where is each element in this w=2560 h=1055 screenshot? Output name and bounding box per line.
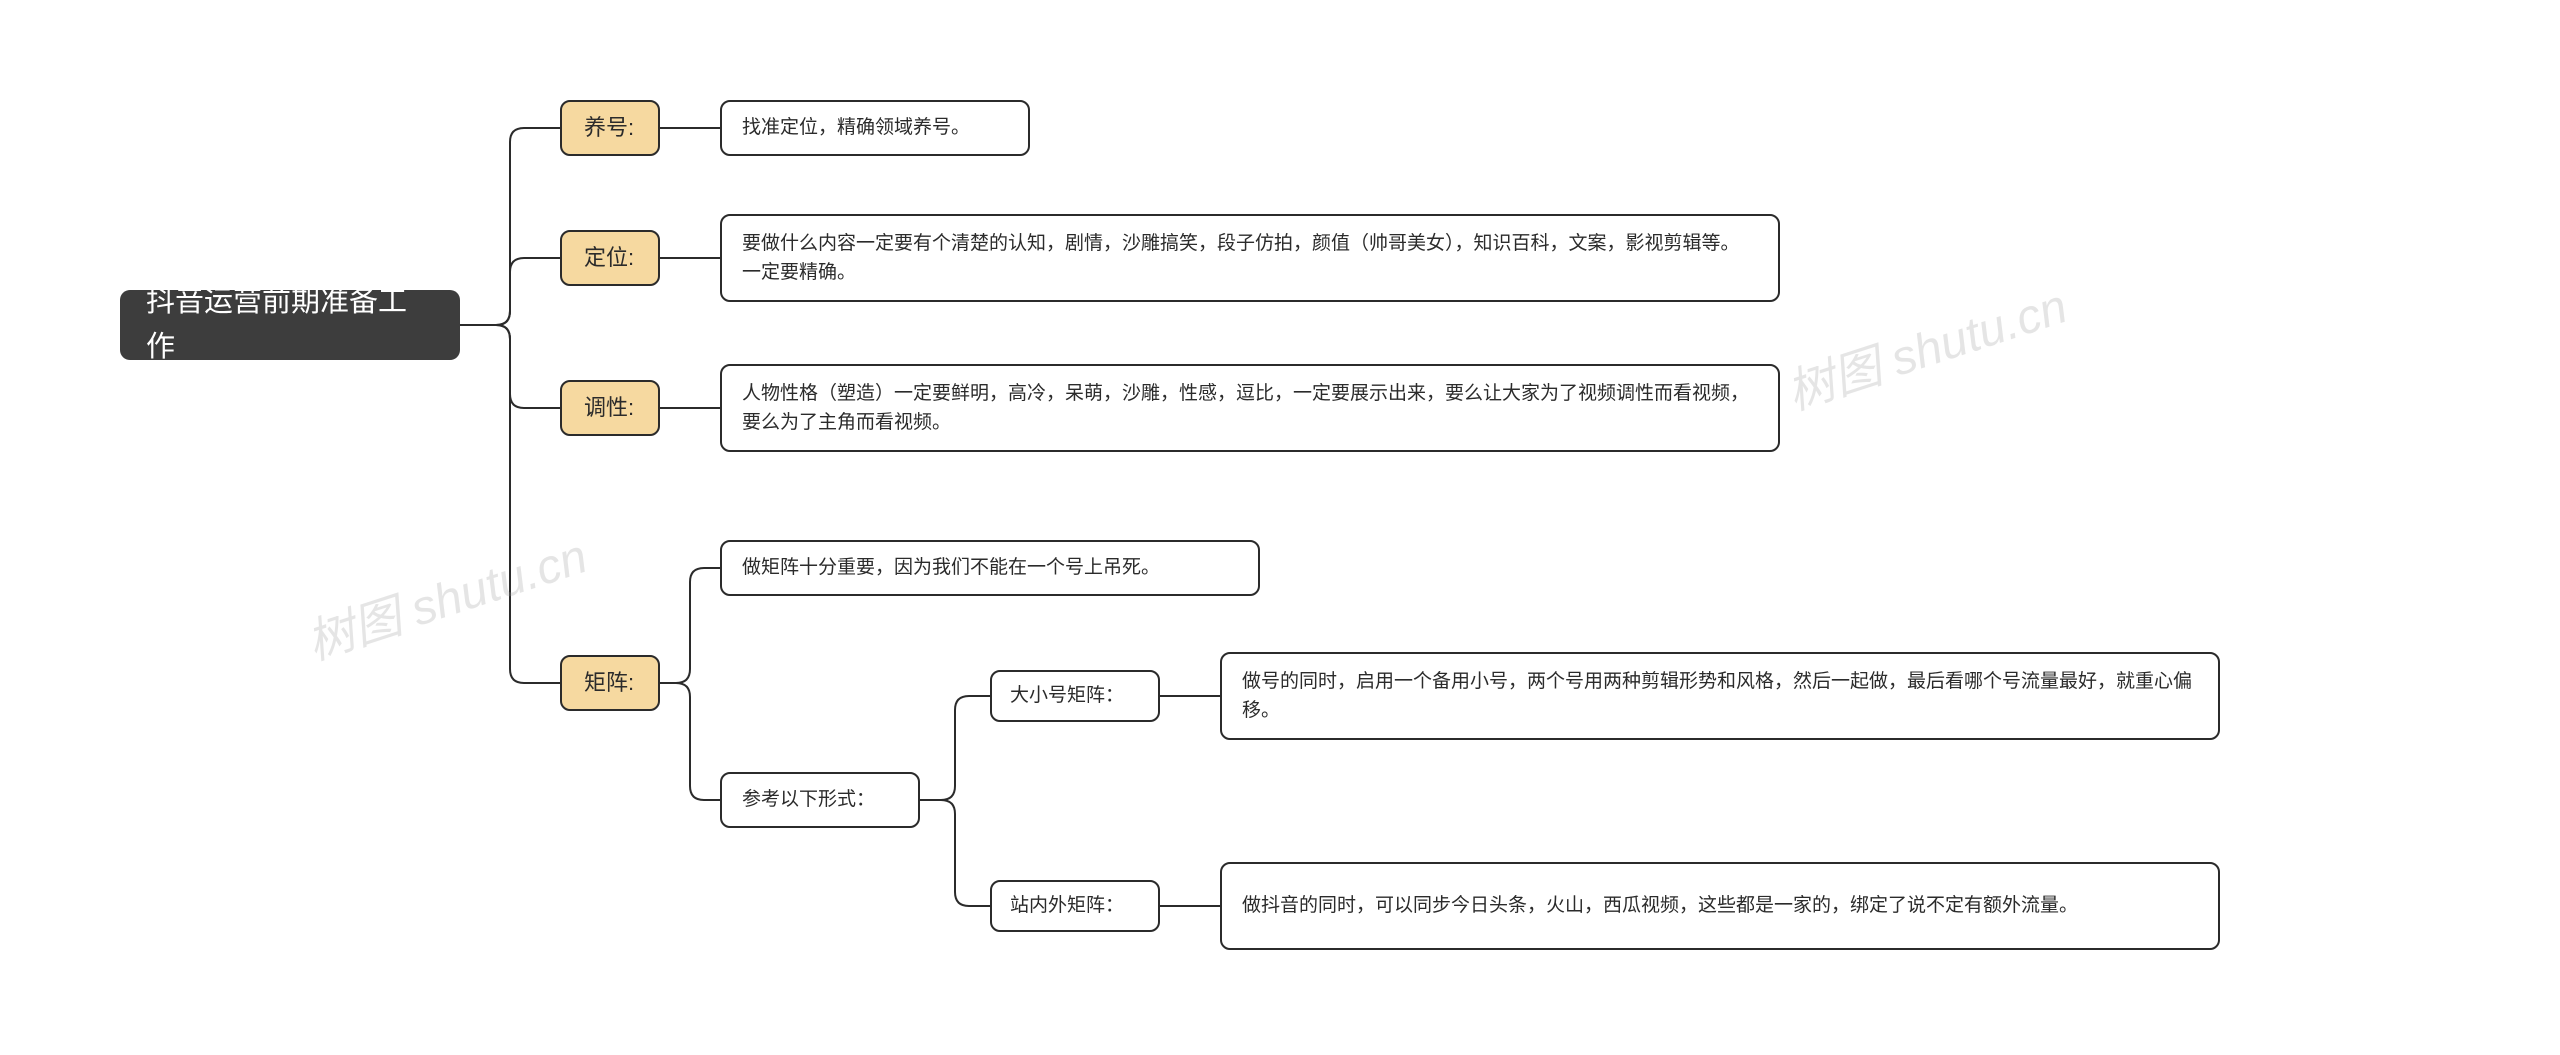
branch-label: 养号: (584, 111, 634, 145)
leaf-juzhen-2: 参考以下形式： (720, 772, 920, 828)
subleaf-zhanneiwai: 做抖音的同时，可以同步今日头条，火山，西瓜视频，这些都是一家的，绑定了说不定有额… (1220, 862, 2220, 950)
leaf-text: 做号的同时，启用一个备用小号，两个号用两种剪辑形势和风格，然后一起做，最后看哪个… (1242, 667, 2198, 726)
leaf-text: 做抖音的同时，可以同步今日头条，火山，西瓜视频，这些都是一家的，绑定了说不定有额… (1242, 891, 2078, 920)
leaf-juzhen-1: 做矩阵十分重要，因为我们不能在一个号上吊死。 (720, 540, 1260, 596)
leaf-text: 人物性格（塑造）一定要鲜明，高冷，呆萌，沙雕，性感，逗比，一定要展示出来，要么让… (742, 379, 1758, 438)
watermark-2: 树图 shutu.cn (1776, 267, 2074, 423)
leaf-text: 找准定位，精确领域养号。 (742, 113, 970, 142)
leaf-dingwei-1: 要做什么内容一定要有个清楚的认知，剧情，沙雕搞笑，段子仿拍，颜值（帅哥美女），知… (720, 214, 1780, 302)
leaf-text: 参考以下形式： (742, 785, 875, 814)
leaf-tiaoxing-1: 人物性格（塑造）一定要鲜明，高冷，呆萌，沙雕，性感，逗比，一定要展示出来，要么让… (720, 364, 1780, 452)
subleaf-daxiaohao: 做号的同时，启用一个备用小号，两个号用两种剪辑形势和风格，然后一起做，最后看哪个… (1220, 652, 2220, 740)
mindmap-canvas: 抖音运营前期准备工作 养号: 定位: 调性: 矩阵: 找准定位，精确领域养号。 … (0, 0, 2560, 1055)
branch-juzhen: 矩阵: (560, 655, 660, 711)
watermark-1: 树图 shutu.cn (296, 517, 594, 673)
sub-zhanneiwai: 站内外矩阵： (990, 880, 1160, 932)
branch-dingwei: 定位: (560, 230, 660, 286)
leaf-text: 要做什么内容一定要有个清楚的认知，剧情，沙雕搞笑，段子仿拍，颜值（帅哥美女），知… (742, 229, 1758, 288)
sub-text: 站内外矩阵： (1010, 891, 1124, 920)
leaf-text: 做矩阵十分重要，因为我们不能在一个号上吊死。 (742, 553, 1160, 582)
branch-label: 定位: (584, 241, 634, 275)
root-label: 抖音运营前期准备工作 (146, 280, 434, 370)
sub-text: 大小号矩阵： (1010, 681, 1124, 710)
branch-label: 矩阵: (584, 666, 634, 700)
leaf-yanghao-1: 找准定位，精确领域养号。 (720, 100, 1030, 156)
branch-yanghao: 养号: (560, 100, 660, 156)
branch-label: 调性: (584, 391, 634, 425)
root-node: 抖音运营前期准备工作 (120, 290, 460, 360)
sub-daxiaohao: 大小号矩阵： (990, 670, 1160, 722)
branch-tiaoxing: 调性: (560, 380, 660, 436)
